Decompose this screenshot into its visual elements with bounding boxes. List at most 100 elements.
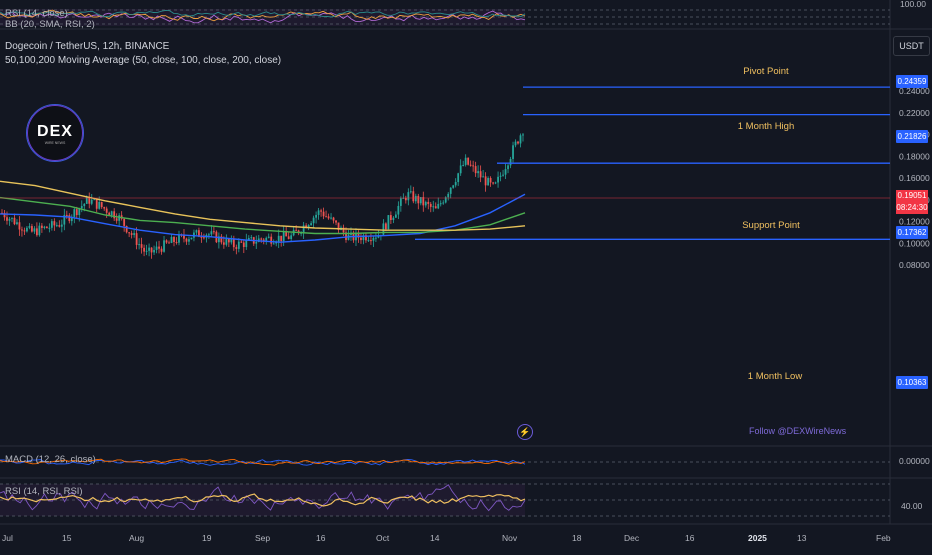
candle-body	[45, 226, 48, 229]
time-tick-label: 16	[685, 533, 695, 543]
candle-body	[23, 230, 26, 232]
candle-body	[6, 217, 8, 221]
candle-body	[150, 247, 153, 253]
candle-body	[163, 240, 165, 252]
candle-body	[242, 242, 245, 248]
candle-body	[434, 206, 437, 209]
price-tick-label: 0.10000	[899, 238, 930, 248]
candle-body	[35, 228, 38, 236]
candle-body	[502, 174, 504, 176]
price-tick-label: 0.18000	[899, 151, 930, 161]
current-price-tag: 0.19051 08:24:30	[896, 190, 928, 214]
candle-body	[18, 222, 21, 230]
candle-body	[43, 226, 46, 228]
rsi-ma-line	[0, 493, 526, 507]
candle-body	[220, 236, 223, 243]
candle-body	[58, 225, 61, 227]
candle-body	[479, 171, 482, 178]
candle-body	[459, 165, 462, 174]
candle-body	[113, 211, 116, 219]
top-rsi-line	[0, 10, 526, 24]
candle-body	[332, 217, 335, 221]
candle-body	[140, 244, 143, 248]
levels-layer	[415, 86, 890, 240]
candle-body	[31, 226, 33, 232]
candle-body	[95, 199, 98, 209]
candle-body	[8, 218, 11, 221]
candle-body	[123, 218, 126, 226]
candle-body	[195, 230, 198, 233]
candle-body	[295, 229, 298, 231]
candle-body	[370, 240, 372, 242]
candle-body	[444, 197, 447, 203]
macd-label: MACD (12, 26, close)	[5, 454, 96, 465]
candle-body	[482, 176, 485, 178]
lightning-icon[interactable]: ⚡	[517, 424, 533, 440]
time-tick-label: Aug	[129, 533, 144, 543]
candle-body	[90, 199, 93, 204]
current-price-value: 0.19051	[897, 191, 927, 200]
candle-body	[402, 197, 405, 199]
candle-body	[280, 235, 283, 242]
candle-body	[407, 192, 410, 201]
currency-button[interactable]: USDT	[893, 36, 930, 56]
candle-body	[133, 233, 136, 235]
candle-body	[115, 218, 118, 221]
candle-body	[143, 247, 145, 252]
candle-body	[277, 235, 280, 243]
candle-body	[185, 238, 188, 242]
candle-body	[287, 236, 290, 240]
candle-body	[222, 242, 225, 245]
time-tick-label: Nov	[502, 533, 518, 543]
candle-body	[28, 226, 31, 228]
candle-body	[70, 216, 73, 222]
candle-body	[118, 215, 121, 221]
candle-body	[65, 214, 68, 216]
candle-body	[484, 176, 487, 186]
price-tag-month-low: 0.10363	[896, 376, 928, 389]
candle-body	[232, 239, 235, 248]
candle-body	[504, 169, 507, 175]
candle-body	[210, 231, 213, 235]
price-tag-month-high: 0.21826	[896, 130, 928, 143]
candle-body	[227, 239, 230, 243]
candle-body	[103, 207, 106, 209]
candle-body	[519, 135, 522, 144]
candle-body	[285, 231, 288, 237]
candle-body	[170, 237, 173, 243]
candle-body	[442, 202, 445, 204]
candle-body	[240, 241, 243, 243]
candle-body	[492, 182, 494, 184]
candle-body	[105, 208, 108, 213]
candle-body	[38, 225, 41, 236]
candle-body	[250, 237, 253, 239]
candle-body	[80, 206, 83, 209]
candle-body	[3, 212, 6, 218]
candle-body	[397, 205, 400, 215]
candle-body	[262, 239, 265, 241]
candle-body	[48, 227, 51, 229]
candle-body	[200, 236, 203, 238]
candle-body	[517, 141, 519, 144]
candle-body	[467, 157, 470, 165]
candle-body	[412, 191, 415, 202]
candle-body	[110, 211, 113, 216]
logo-subtext: WIRE NEWS	[44, 141, 66, 145]
candle-body	[375, 237, 377, 239]
candle-body	[497, 176, 499, 183]
candle-body	[399, 198, 402, 206]
candle-body	[98, 202, 101, 209]
candle-body	[83, 203, 86, 207]
time-tick-label: Oct	[376, 533, 390, 543]
candle-body	[88, 197, 91, 204]
candle-body	[297, 230, 300, 234]
candle-body	[168, 242, 170, 244]
candle-body	[437, 203, 440, 209]
candle-body	[522, 134, 524, 136]
candle-body	[409, 191, 412, 193]
candle-body	[267, 236, 270, 238]
candle-body	[499, 175, 502, 177]
top-rsi-label-2: BB (20, SMA, RSI, 2)	[5, 19, 95, 30]
indicator-layer	[0, 9, 526, 512]
